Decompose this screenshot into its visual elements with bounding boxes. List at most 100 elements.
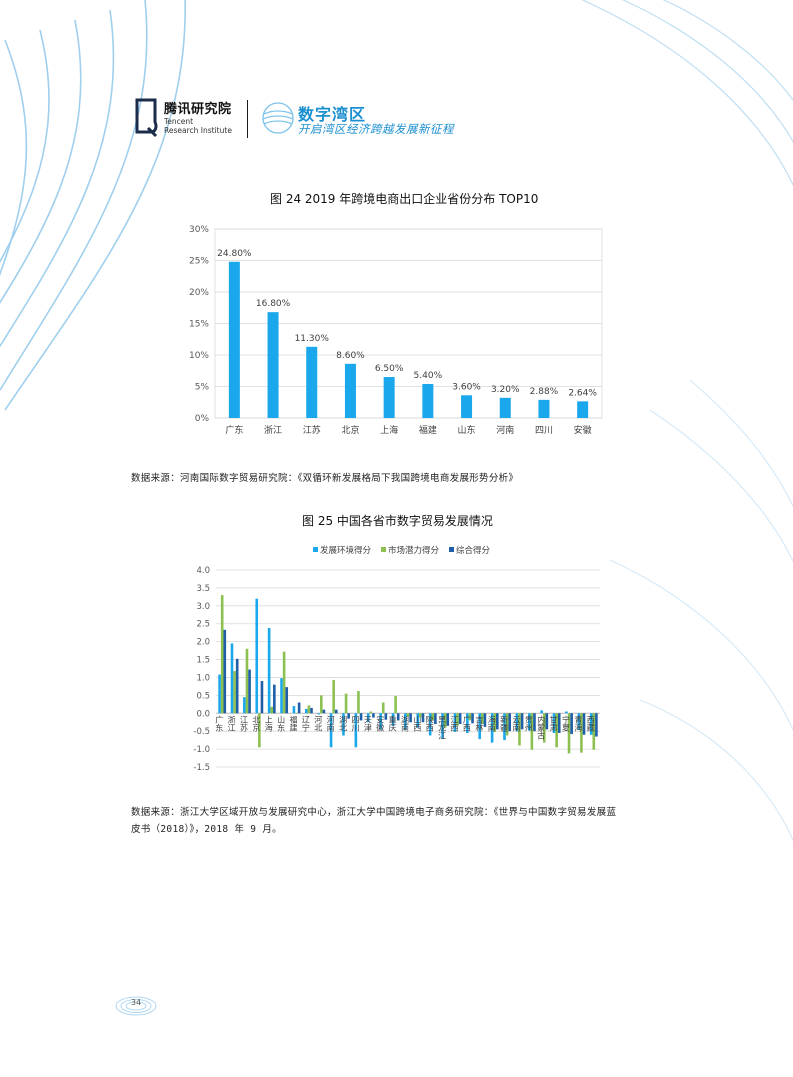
x-tick-label: 宁夏 [562, 714, 571, 731]
bar [285, 687, 289, 714]
bar [542, 713, 546, 743]
x-tick-label: 福建 [289, 715, 298, 732]
bar [592, 713, 596, 750]
y-tick-label: 20% [189, 288, 209, 298]
bar [471, 713, 474, 724]
y-tick-label: 3.0 [196, 602, 210, 612]
bar [243, 697, 246, 714]
bar [267, 628, 271, 714]
bar [342, 713, 345, 736]
page-number: 34 [114, 994, 158, 1018]
x-tick-label: 辽宁 [301, 715, 310, 731]
x-tick-label: 甘肃 [549, 714, 558, 732]
bar [344, 693, 348, 714]
bar [245, 648, 249, 714]
x-tick-label: 浙江 [264, 424, 282, 436]
data-label: 16.80% [256, 299, 291, 309]
x-tick-label: 河北 [314, 714, 323, 732]
bar [307, 705, 311, 714]
bar [409, 713, 412, 723]
bar [394, 696, 397, 714]
bar [589, 713, 593, 735]
figure24-bar-chart: 0% 5% 10% 15% 20% 25% 30% 24.80% 广东 16.80% 浙江 11.30… [189, 225, 603, 436]
bar [381, 702, 385, 714]
legend-label: 发展环境得分 [320, 545, 372, 556]
x-tick-label: 天津 [363, 715, 372, 732]
y-tick-label: 1.5 [196, 656, 210, 666]
bar [595, 713, 598, 737]
bar [490, 713, 494, 743]
bar [260, 681, 264, 714]
figure25-source: 数据来源：浙江大学区域开放与发展研究中心，浙江大学中国跨境电子商务研究院：《世界… [131, 804, 616, 838]
x-tick-label: 云南 [512, 715, 521, 731]
bar [540, 710, 543, 714]
bar [329, 713, 333, 748]
bar [483, 713, 487, 727]
data-label: 6.50% [375, 364, 404, 374]
page-number-ripple-icon [115, 996, 157, 1016]
y-tick-label: 10% [189, 351, 209, 361]
x-tick-label: 河南 [326, 714, 335, 731]
x-tick-label: 北京 [341, 424, 359, 436]
bar [461, 395, 473, 418]
bar [347, 713, 350, 719]
bar [499, 397, 511, 418]
data-label: 3.60% [452, 382, 481, 392]
bar [567, 713, 571, 754]
bar [419, 713, 422, 718]
header-divider [247, 100, 248, 138]
bar [468, 713, 472, 721]
x-tick-label: 北京 [252, 715, 261, 732]
data-label: 3.20% [491, 385, 520, 395]
bar [441, 713, 444, 739]
x-tick-label: 安徽 [574, 424, 592, 436]
bar [530, 713, 534, 750]
data-label: 2.64% [568, 388, 597, 398]
x-tick-label: 西藏 [586, 715, 595, 732]
x-tick-label: 陕西 [425, 714, 434, 732]
x-tick-label: 河南 [496, 424, 514, 436]
figure25-source-line1: 数据来源：浙江大学区域开放与发展研究中心，浙江大学中国跨境电子商务研究院：《世界… [131, 807, 617, 818]
data-label: 11.30% [295, 334, 330, 344]
bar [366, 713, 370, 723]
bar [372, 713, 375, 718]
x-tick-label: 山东 [277, 714, 286, 731]
bar [456, 713, 459, 726]
bar [218, 674, 221, 714]
legend-swatch [449, 547, 454, 552]
legend-label: 综合得分 [456, 545, 491, 556]
bar [520, 713, 524, 730]
bar [555, 713, 558, 748]
bar [235, 658, 239, 714]
bar [273, 684, 276, 714]
y-tick-label: 5% [195, 383, 210, 393]
bar [228, 261, 240, 418]
data-label: 8.60% [336, 351, 365, 361]
bar [354, 713, 358, 748]
x-tick-label: 四川 [535, 426, 553, 436]
tencent-research-logo: 腾讯研究院 Tencent Research Institute [134, 96, 434, 142]
figure25-title: 图 25 中国各省市数字贸易发展情况 [302, 514, 493, 528]
bar [533, 713, 536, 732]
legend-swatch [313, 547, 318, 552]
bar [332, 679, 335, 714]
bar [404, 713, 407, 730]
bar [383, 377, 395, 418]
bar [297, 702, 301, 714]
bar [230, 643, 234, 714]
y-tick-label: 0.5 [196, 691, 210, 701]
tencent-logo-icon [135, 98, 158, 138]
y-tick-label: -0.5 [193, 727, 210, 737]
bay-area-brand-icon [262, 102, 294, 134]
figure25-source-line2: 皮书（2018）》，2018 年 9 月。 [131, 824, 282, 835]
x-tick-label: 上海 [264, 715, 273, 732]
bar [582, 713, 586, 735]
bar [505, 713, 509, 736]
bar [344, 363, 356, 418]
bar [295, 713, 298, 714]
bar [446, 713, 450, 726]
x-tick-label: 吉林 [475, 715, 484, 732]
org-name-cn: 腾讯研究院 [164, 102, 232, 117]
x-tick-label: 江西 [450, 715, 459, 732]
bar [282, 651, 286, 714]
